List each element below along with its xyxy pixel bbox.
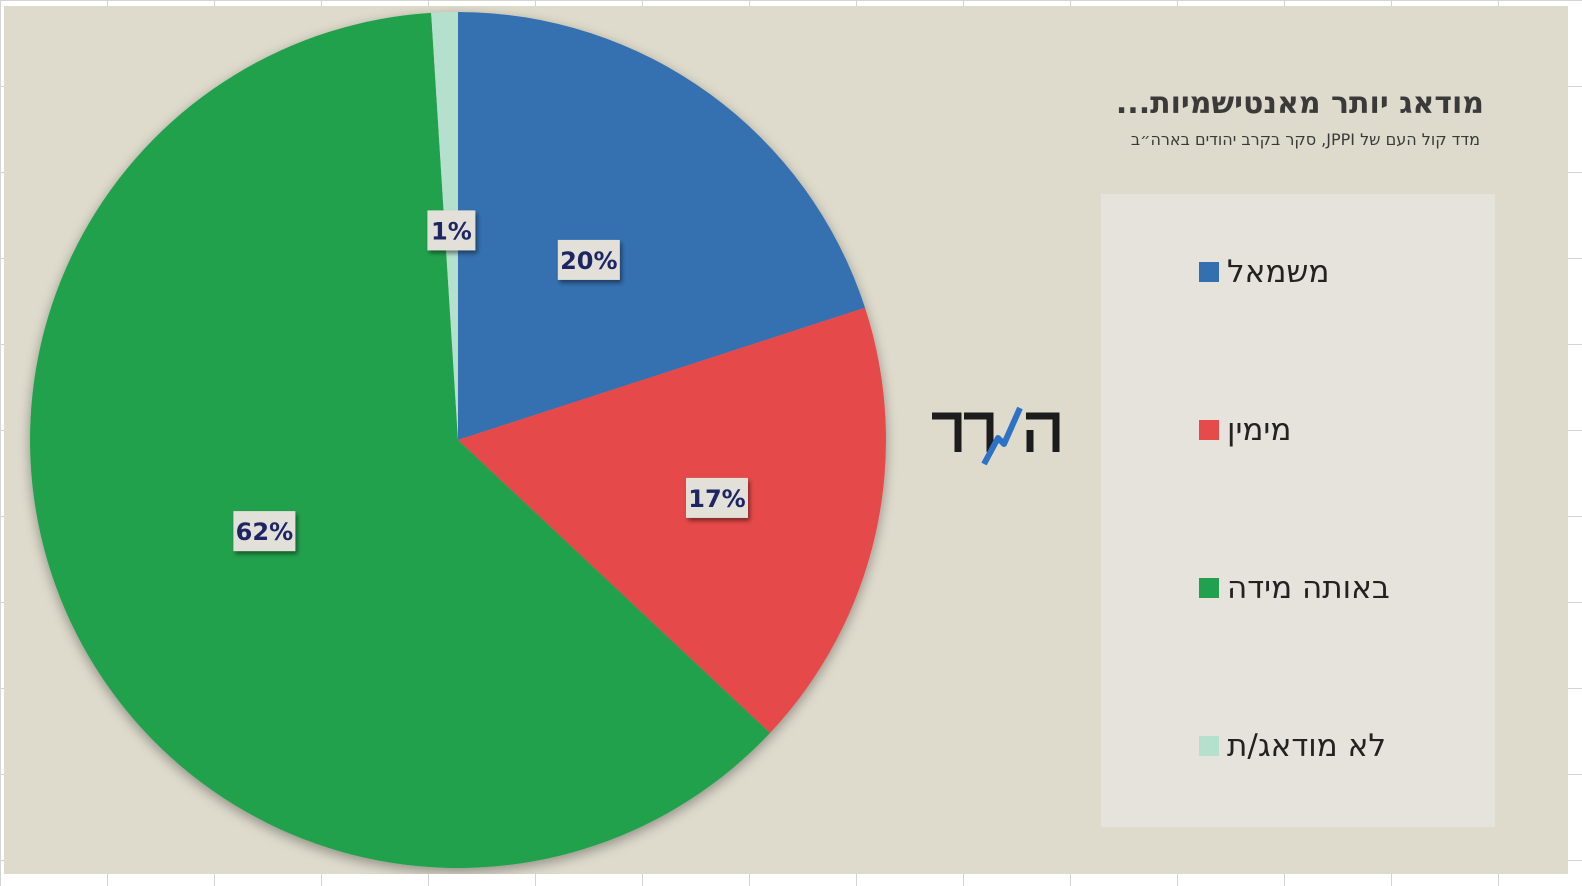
legend-item-not-worried[interactable]: לא מודאג/ת (1199, 726, 1386, 766)
data-label-box-right (686, 477, 748, 518)
pie-slice-same[interactable] (30, 12, 771, 868)
hamadad-logo (932, 406, 1060, 466)
legend-label-not-worried: לא מודאג/ת (1227, 728, 1386, 764)
pie-slice-left[interactable] (458, 12, 866, 440)
data-label-not-worried: 1% (427, 210, 476, 251)
legend[interactable]: משמאל מימין באותה מידה לא מודאג/ת (1101, 194, 1495, 827)
data-label-text-not-worried: 1% (431, 217, 472, 245)
data-label-text-right: 17% (688, 485, 745, 513)
pie-slice-right[interactable] (458, 307, 886, 733)
data-label-box-left (557, 239, 620, 280)
data-label-left: 20% (557, 239, 620, 280)
chart-title: מודאג יותר מאנטישמיות... (1115, 86, 1484, 121)
logo-dalet-2 (964, 412, 994, 452)
legend-item-same[interactable]: באותה מידה (1199, 568, 1390, 608)
legend-swatch-same (1199, 578, 1219, 598)
logo-accent-mark (981, 406, 1023, 466)
legend-swatch-not-worried (1199, 736, 1219, 756)
data-label-box-same (233, 511, 296, 552)
legend-item-right[interactable]: מימין (1199, 410, 1291, 450)
logo-dalet-1 (932, 412, 962, 452)
legend-item-left[interactable]: משמאל (1199, 252, 1329, 292)
legend-label-right: מימין (1227, 412, 1292, 448)
chart-subtitle: מדד קול העם של JPPI, סקר בקרב יהודים באר… (1130, 130, 1480, 149)
logo-mark (932, 406, 1060, 466)
legend-swatch-left (1199, 262, 1219, 282)
pie-chart: 20% 17% 62% 1% (30, 11, 886, 868)
chart-area[interactable]: 20% 17% 62% 1% מודאג יותר מאנטישמיות... מדד… (4, 6, 1568, 874)
data-label-text-left: 20% (560, 247, 617, 275)
legend-label-left: משמאל (1227, 254, 1330, 290)
pie-data-labels: 20% 17% 62% 1% (233, 210, 748, 552)
pie-slices (30, 11, 886, 868)
legend-label-same: באותה מידה (1227, 570, 1390, 606)
data-label-box-not-worried (427, 210, 476, 251)
data-label-right: 17% (686, 477, 748, 518)
data-label-same: 62% (233, 511, 296, 552)
data-label-text-same: 62% (236, 518, 293, 546)
legend-swatch-right (1199, 420, 1219, 440)
logo-he-top (1026, 412, 1060, 452)
